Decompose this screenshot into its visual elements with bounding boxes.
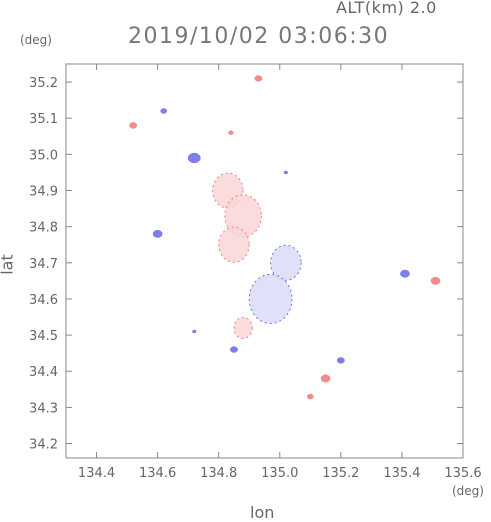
echo-layer: [129, 75, 441, 400]
echo-region: [248, 273, 293, 325]
y-tick-label: 34.8: [29, 221, 58, 236]
x-tick-label: 135.2: [322, 466, 359, 481]
echo-region: [187, 152, 201, 164]
echo-region: [320, 374, 331, 383]
x-tick-label: 134.6: [139, 466, 176, 481]
echo-region: [230, 346, 238, 353]
echo-region: [307, 393, 314, 400]
y-tick-label: 34.7: [29, 257, 58, 272]
y-tick-label: 34.4: [29, 365, 58, 380]
plot-frame: [65, 63, 464, 459]
echo-region: [400, 269, 410, 278]
x-tick-label: 135.4: [383, 466, 420, 481]
altitude-label: ALT(km) 2.0: [336, 0, 437, 17]
echo-region: [152, 229, 163, 238]
echo-region: [430, 276, 441, 285]
tick-layer: 134.4 134.6 134.8 135.0 135.2 135.4 135.6 34.2 3…: [29, 64, 482, 481]
x-tick-label: 134.4: [78, 466, 115, 481]
x-tick-label: 135.0: [261, 466, 298, 481]
y-tick-label: 35.1: [29, 112, 58, 127]
echo-region: [283, 170, 288, 175]
echo-region: [254, 75, 263, 82]
x-tick-label: 135.6: [444, 466, 481, 481]
echo-region: [336, 357, 345, 364]
echo-region: [218, 226, 250, 263]
y-tick-label: 34.3: [29, 401, 58, 416]
y-tick-label: 34.9: [29, 185, 58, 200]
y-tick-label: 34.5: [29, 329, 58, 344]
y-tick-label: 34.6: [29, 293, 58, 308]
echo-region: [228, 130, 234, 135]
echo-region: [129, 122, 138, 129]
x-axis-label: lon: [250, 503, 275, 522]
y-tick-label: 35.2: [29, 76, 58, 91]
x-tick-label: 134.8: [200, 466, 237, 481]
y-tick-label: 35.0: [29, 148, 58, 163]
y-tick-label: 34.2: [29, 438, 58, 453]
timestamp: 2019/10/02 03:06:30: [128, 24, 390, 49]
echo-region: [233, 316, 253, 339]
echo-region: [160, 108, 168, 114]
y-axis-unit: (deg): [20, 33, 52, 47]
echo-region: [270, 244, 302, 281]
x-axis-unit: (deg): [452, 484, 484, 498]
echo-region: [192, 329, 197, 334]
